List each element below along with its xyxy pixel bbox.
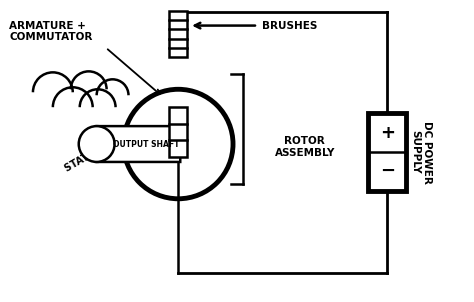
Text: DC POWER
SUPPLY: DC POWER SUPPLY [410,120,432,183]
Text: BRUSHES: BRUSHES [262,21,317,31]
Text: −: − [380,162,395,180]
Bar [169,11,187,57]
Text: STATOR FIELD: STATOR FIELD [63,127,134,174]
FancyBboxPatch shape [97,126,180,162]
Text: ARMATURE +
COMMUTATOR: ARMATURE + COMMUTATOR [9,21,92,42]
Circle shape [79,126,115,162]
Text: +: + [380,124,395,142]
Text: OUTPUT SHAFT: OUTPUT SHAFT [113,140,180,149]
Bar [169,107,187,157]
Text: ROTOR
ASSEMBLY: ROTOR ASSEMBLY [274,136,335,158]
Bar [368,113,406,191]
Circle shape [124,89,233,199]
